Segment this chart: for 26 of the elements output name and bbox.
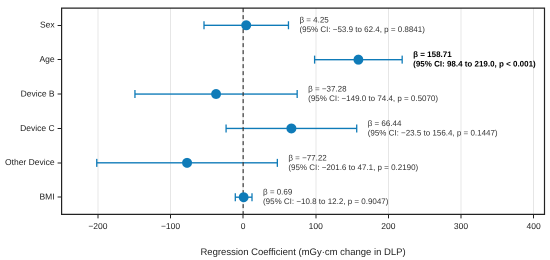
y-tick-label: BMI <box>39 192 55 202</box>
annotation: β = 66.44 (95% CI: −23.5 to 156.4, p = 0.1447) <box>368 118 498 138</box>
point <box>241 20 252 30</box>
x-tick-label: 100 <box>308 220 324 231</box>
y-tick-label: Age <box>39 54 55 64</box>
x-tick-label: 300 <box>454 220 468 231</box>
point <box>286 123 296 134</box>
y-tick-label: Other Device <box>4 157 55 168</box>
annotation: β = 4.25 (95% CI: −53.9 to 62.4, p = 0.8841) <box>299 16 426 34</box>
annotation: β = 0.69 (95% CI: −10.8 to 12.2, p = 0.9047) <box>263 188 389 206</box>
y-tick-label: Device C <box>20 122 55 133</box>
annotation: β = −77.22 (95% CI: −201.6 to 47.1, p = 0.2190) <box>288 153 419 172</box>
annotation: β = 158.71 (95% CI: 98.4 to 219.0, p < 0.001) <box>413 50 536 69</box>
x-tick-label: 200 <box>381 220 396 231</box>
point <box>353 54 364 65</box>
point <box>238 192 249 202</box>
annotation: β = −37.28 (95% CI: −149.0 to 74.4, p = 0.5070) <box>308 84 438 104</box>
point <box>182 158 192 168</box>
x-tick-label: 400 <box>526 220 541 231</box>
y-tick-label: Device B <box>20 88 55 98</box>
point <box>211 89 222 100</box>
x-tick-label: 0 <box>240 220 246 231</box>
x-tick-label: −200 <box>88 220 108 231</box>
y-tick-label: Sex <box>40 20 56 30</box>
x-tick-label: −100 <box>160 220 180 231</box>
x-axis-title: Regression Coefficient (mGy·cm change in DLP) <box>200 246 406 258</box>
